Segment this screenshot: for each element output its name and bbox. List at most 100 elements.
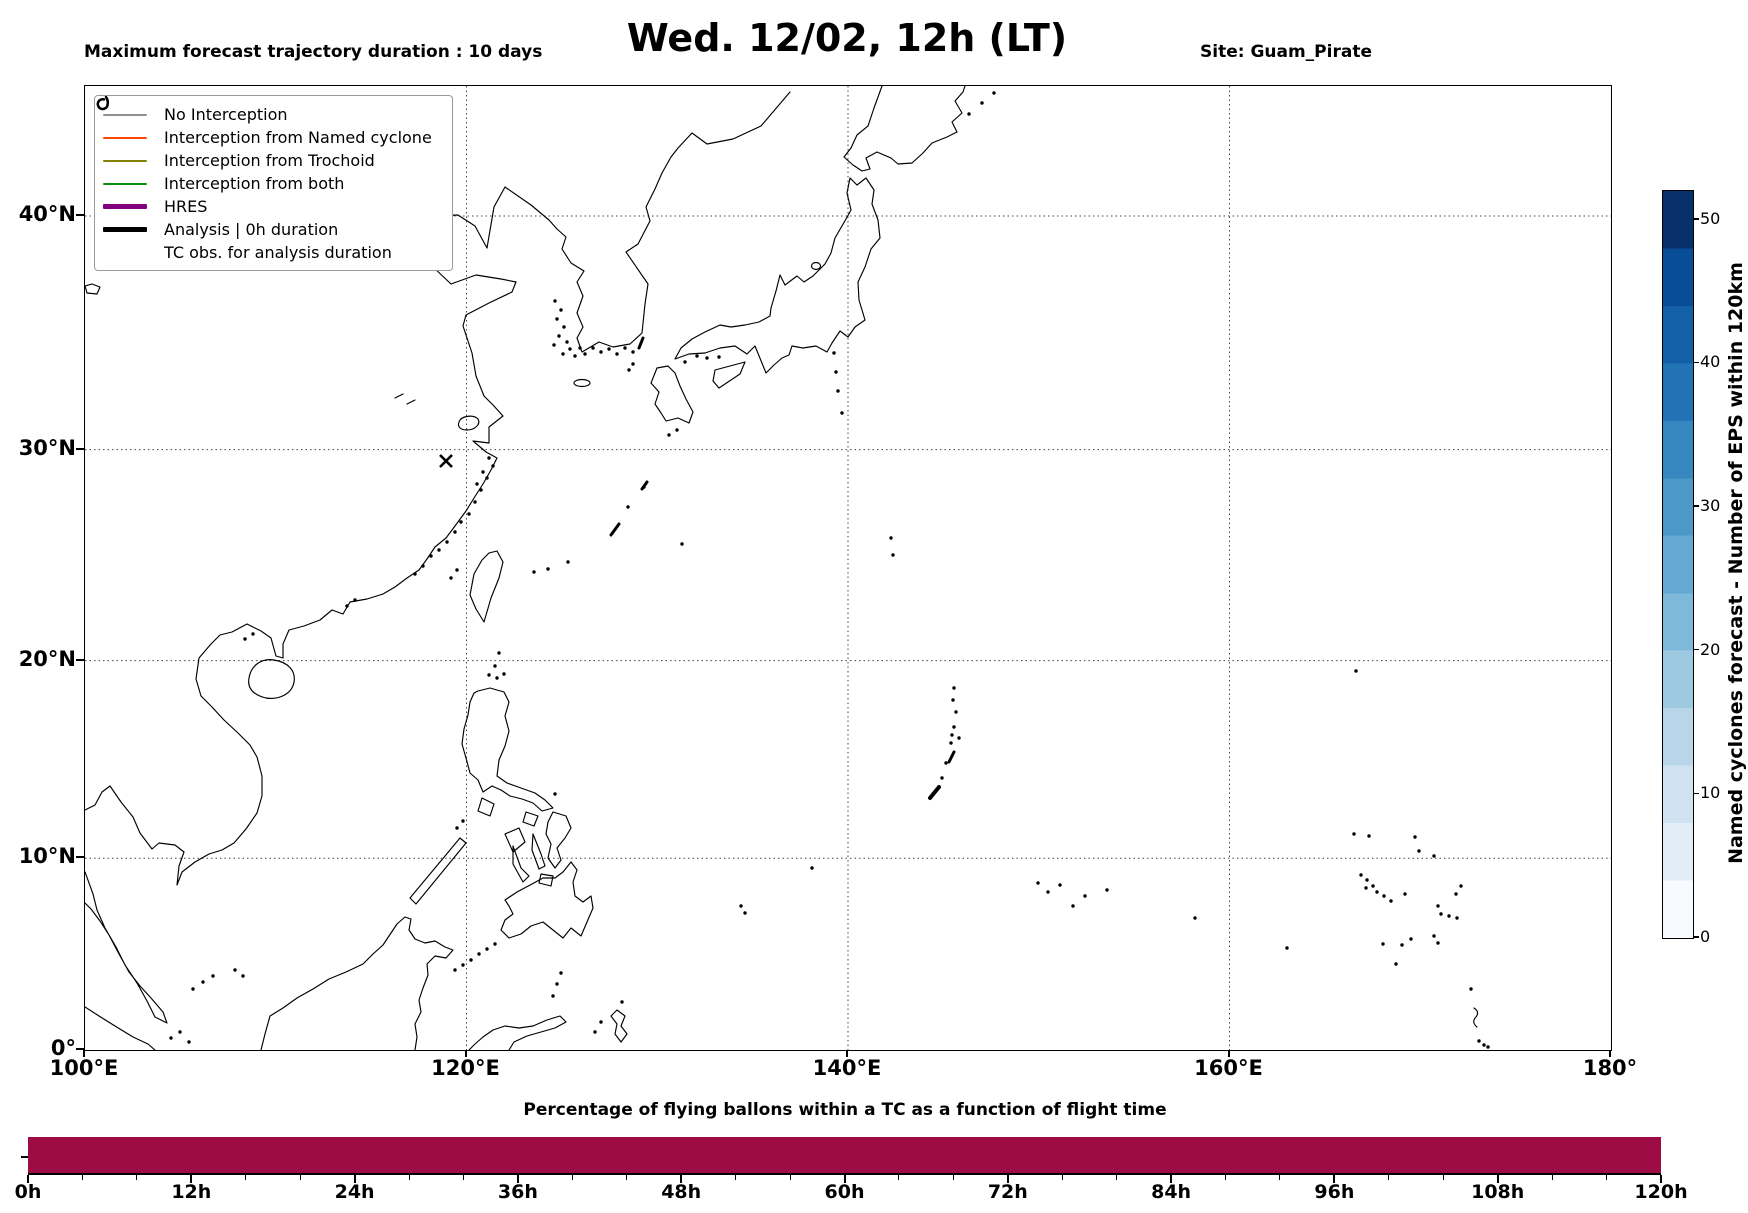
bottom-minor-tick [299, 1175, 301, 1180]
map-x-tick [83, 1050, 85, 1057]
legend-item-label: Analysis | 0h duration [164, 220, 339, 239]
bottom-minor-tick [571, 1175, 573, 1180]
bottom-minor-tick [81, 1175, 83, 1180]
bottom-chart-title: Percentage of flying ballons within a TC… [523, 1100, 1167, 1120]
legend-line-icon [103, 227, 147, 232]
map-x-tick [1609, 1050, 1611, 1057]
colorbar-tick [1693, 792, 1699, 795]
bottom-x-tick-label: 60h [824, 1181, 865, 1203]
map-legend: No Interception Interception from Named c… [94, 95, 453, 271]
bottom-x-tick-label: 36h [497, 1181, 538, 1203]
map-y-tick-label: 20°N [18, 646, 76, 671]
bottom-minor-tick [735, 1175, 737, 1180]
map-canvas: No Interception Interception from Named c… [84, 85, 1612, 1051]
map-graphics [85, 86, 1611, 1050]
map-y-tick-label: 0° [50, 1036, 76, 1060]
bottom-y-tick [21, 1156, 28, 1158]
colorbar-label: Named cyclones forecast - Number of EPS … [1725, 262, 1747, 864]
bottom-x-tick-label: 48h [661, 1181, 702, 1203]
bottom-minor-tick [1116, 1175, 1118, 1180]
bottom-minor-tick [1606, 1175, 1608, 1180]
legend-item: Analysis | 0h duration [103, 218, 444, 241]
legend-line-icon [103, 113, 147, 116]
map-x-tick [846, 1050, 848, 1057]
tc-percentage-bar [28, 1137, 1661, 1173]
colorbar-tick [1693, 217, 1699, 220]
legend-item-label: HRES [164, 197, 208, 216]
bottom-x-tick-label: 0h [14, 1181, 42, 1203]
legend-line-icon [103, 159, 147, 162]
colorbar-tick-label: 0 [1700, 927, 1711, 946]
page-title: Wed. 12/02, 12h (LT) [626, 16, 1068, 60]
bottom-major-tick [1496, 1175, 1499, 1183]
bottom-minor-tick [408, 1175, 410, 1180]
bottom-x-tick-label: 12h [171, 1181, 212, 1203]
bottom-major-tick [27, 1175, 29, 1183]
map-y-tick [76, 447, 84, 450]
bottom-minor-tick [1442, 1175, 1444, 1180]
bottom-major-tick [353, 1175, 356, 1183]
bottom-minor-tick [898, 1175, 900, 1180]
legend-item: HRES [103, 195, 444, 218]
legend-item: No Interception [103, 103, 444, 126]
map-x-tick-label: 140°E [812, 1056, 882, 1080]
bottom-minor-tick [1551, 1175, 1553, 1180]
colorbar-tick-label: 50 [1700, 208, 1721, 228]
bottom-x-tick-label: 96h [1314, 1181, 1355, 1203]
colorbar-tick [1693, 936, 1699, 938]
bottom-minor-tick [1225, 1175, 1227, 1180]
map-x-tick-label: 120°E [431, 1056, 500, 1080]
legend-item-label: Interception from both [164, 174, 345, 193]
elongated-islands [609, 336, 956, 800]
colorbar-tick [1693, 648, 1699, 651]
bottom-major-tick [680, 1175, 683, 1183]
legend-item: Interception from both [103, 172, 444, 195]
bottom-minor-tick [1388, 1175, 1390, 1180]
site-name: Site: Guam_Pirate [1200, 42, 1372, 62]
legend-item: Interception from Trochoid [103, 149, 444, 172]
legend-item: TC obs. for analysis duration [96, 96, 444, 264]
colorbar-tick-label: 40 [1700, 352, 1721, 372]
max-trajectory-duration: Maximum forecast trajectory duration : 1… [84, 42, 543, 62]
map-x-tick-label: 100°E [49, 1056, 119, 1080]
colorbar [1662, 190, 1694, 939]
small-islands-dots [169, 91, 1490, 1049]
map-y-tick-label: 40°N [18, 202, 76, 226]
legend-line-icon [103, 182, 147, 185]
map-y-tick [76, 1048, 84, 1050]
colorbar-tick [1693, 505, 1699, 507]
colorbar-tick-label: 10 [1700, 783, 1721, 803]
bottom-minor-tick [1061, 1175, 1063, 1180]
legend-item-label: Interception from Named cyclone [164, 128, 432, 147]
map-x-tick [1227, 1050, 1230, 1057]
map-y-tick-label: 10°N [18, 844, 76, 869]
bottom-x-tick-label: 24h [334, 1181, 375, 1203]
map-x-tick-label: 180° [1582, 1056, 1638, 1080]
bottom-minor-tick [789, 1175, 791, 1180]
bottom-x-tick-label: 84h [1151, 1181, 1192, 1203]
bottom-minor-tick [136, 1175, 138, 1180]
map-y-tick [76, 856, 84, 859]
bottom-major-tick [1333, 1175, 1336, 1183]
bottom-major-tick [1006, 1175, 1009, 1183]
bottom-minor-tick [952, 1175, 954, 1180]
legend-line-icon [103, 204, 147, 209]
colorbar-tick [1693, 361, 1699, 364]
legend-line-icon [103, 136, 147, 139]
legend-item-label: TC obs. for analysis duration [164, 243, 392, 262]
map-y-tick [76, 214, 84, 216]
bottom-minor-tick [245, 1175, 247, 1180]
bottom-major-tick [190, 1175, 193, 1183]
bottom-minor-tick [462, 1175, 464, 1180]
bottom-major-tick [843, 1175, 846, 1183]
bottom-minor-tick [1279, 1175, 1281, 1180]
bottom-x-tick-label: 72h [987, 1181, 1028, 1203]
map-x-tick-label: 160°E [1194, 1056, 1263, 1080]
legend-item-label: Interception from Trochoid [164, 151, 375, 170]
bottom-minor-tick [626, 1175, 628, 1180]
graticule-gridlines [85, 86, 1611, 1050]
bottom-x-tick-label: 108h [1471, 1181, 1525, 1203]
legend-item: Interception from Named cyclone [103, 126, 444, 149]
bottom-major-tick [516, 1175, 519, 1183]
